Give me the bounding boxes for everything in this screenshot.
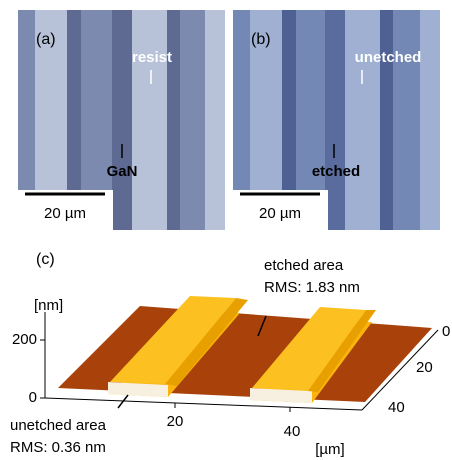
y-tick-label: 40 [388, 399, 405, 416]
annotation: etched [312, 163, 360, 180]
panel-label: (b) [251, 31, 271, 48]
y-tick-label: 0 [442, 323, 450, 340]
annotation: etched area [264, 257, 344, 274]
annotation: RMS: 0.36 nm [10, 439, 106, 456]
axis-unit: [nm] [34, 297, 63, 314]
scale-label: 20 µm [44, 205, 86, 222]
annotation: GaN [107, 163, 138, 180]
afm-surface [58, 296, 432, 403]
z-tick-label: 0 [29, 389, 37, 406]
panel-label: (c) [36, 251, 55, 268]
x-tick-label: 40 [284, 423, 301, 440]
y-tick-label: 20 [416, 359, 433, 376]
figure: (a) resist GaN 20 µm (b) unetched etched… [0, 0, 452, 460]
annotation: unetched area [10, 417, 107, 434]
annotation: resist [132, 49, 172, 66]
axis-unit: [µm] [315, 441, 344, 458]
scale-label: 20 µm [259, 205, 301, 222]
annotation: RMS: 1.83 nm [264, 279, 360, 296]
annotation: unetched [355, 49, 422, 66]
x-tick-label: 20 [167, 413, 184, 430]
panel-label: (a) [36, 31, 56, 48]
z-tick-label: 200 [12, 331, 37, 348]
